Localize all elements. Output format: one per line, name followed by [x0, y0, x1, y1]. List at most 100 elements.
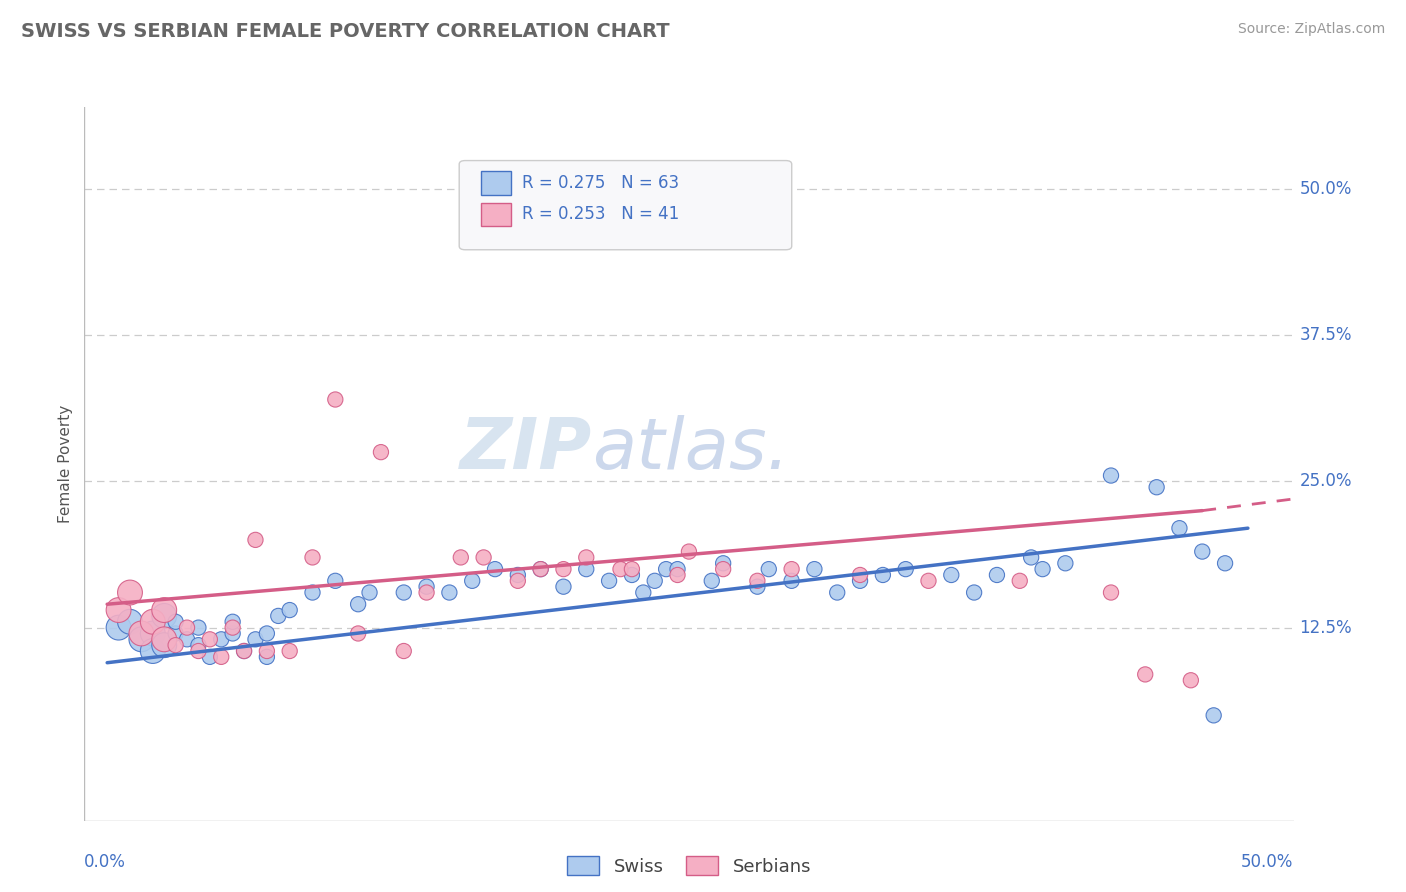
Point — [198, 649, 221, 664]
Point — [1168, 521, 1191, 535]
Point — [666, 568, 689, 582]
Point — [245, 533, 267, 547]
Point — [323, 392, 346, 407]
Point — [506, 574, 529, 588]
Point — [107, 603, 129, 617]
FancyBboxPatch shape — [481, 171, 512, 194]
Point — [620, 562, 643, 576]
Point — [153, 608, 176, 623]
Y-axis label: Female Poverty: Female Poverty — [58, 405, 73, 523]
Point — [176, 632, 198, 647]
Point — [278, 603, 301, 617]
Point — [131, 626, 153, 640]
Point — [142, 626, 165, 640]
Point — [633, 585, 655, 599]
Point — [392, 644, 415, 658]
Point — [461, 574, 484, 588]
Point — [209, 632, 232, 647]
Point — [747, 580, 769, 594]
Point — [506, 568, 529, 582]
Text: 12.5%: 12.5% — [1299, 619, 1353, 637]
Point — [666, 562, 689, 576]
Text: atlas.: atlas. — [592, 415, 790, 484]
FancyBboxPatch shape — [481, 202, 512, 227]
Point — [917, 574, 939, 588]
Point — [1008, 574, 1031, 588]
Point — [256, 649, 278, 664]
Point — [530, 562, 553, 576]
Text: Source: ZipAtlas.com: Source: ZipAtlas.com — [1237, 22, 1385, 37]
Point — [780, 562, 803, 576]
Point — [1213, 556, 1236, 570]
Point — [963, 585, 986, 599]
Point — [941, 568, 963, 582]
Legend: Swiss, Serbians: Swiss, Serbians — [560, 849, 818, 883]
Text: R = 0.275   N = 63: R = 0.275 N = 63 — [522, 174, 679, 192]
Point — [872, 568, 894, 582]
Point — [620, 568, 643, 582]
Point — [1019, 550, 1042, 565]
Point — [758, 562, 780, 576]
Point — [359, 585, 381, 599]
Point — [415, 585, 437, 599]
Point — [233, 644, 256, 658]
Point — [267, 608, 290, 623]
Text: R = 0.253   N = 41: R = 0.253 N = 41 — [522, 205, 679, 223]
Point — [553, 562, 575, 576]
Text: ZIP: ZIP — [460, 415, 592, 484]
Point — [450, 550, 472, 565]
Point — [644, 574, 666, 588]
Point — [165, 638, 187, 652]
Point — [221, 615, 243, 629]
Point — [107, 621, 129, 635]
Point — [245, 632, 267, 647]
Point — [894, 562, 917, 576]
Point — [209, 649, 232, 664]
Point — [655, 562, 678, 576]
FancyBboxPatch shape — [460, 161, 792, 250]
Text: 50.0%: 50.0% — [1241, 853, 1294, 871]
Point — [118, 615, 141, 629]
Point — [484, 562, 506, 576]
Point — [1146, 480, 1168, 494]
Text: SWISS VS SERBIAN FEMALE POVERTY CORRELATION CHART: SWISS VS SERBIAN FEMALE POVERTY CORRELAT… — [21, 22, 669, 41]
Point — [153, 638, 176, 652]
Point — [165, 615, 187, 629]
Text: 50.0%: 50.0% — [1299, 180, 1353, 198]
Point — [1191, 544, 1213, 558]
Point — [256, 626, 278, 640]
Point — [678, 544, 700, 558]
Point — [221, 621, 243, 635]
Point — [142, 644, 165, 658]
Point — [176, 621, 198, 635]
Point — [256, 644, 278, 658]
Point — [1135, 667, 1157, 681]
Point — [131, 632, 153, 647]
Point — [165, 626, 187, 640]
Point — [415, 580, 437, 594]
Point — [392, 585, 415, 599]
Point — [439, 585, 461, 599]
Point — [711, 562, 734, 576]
Point — [301, 585, 323, 599]
Text: 0.0%: 0.0% — [84, 853, 127, 871]
Point — [301, 550, 323, 565]
Point — [347, 626, 370, 640]
Point — [803, 562, 825, 576]
Point — [849, 568, 872, 582]
Point — [598, 574, 620, 588]
Point — [347, 597, 370, 611]
Point — [153, 632, 176, 647]
Point — [198, 632, 221, 647]
Point — [472, 550, 495, 565]
Point — [187, 644, 209, 658]
Point — [233, 644, 256, 658]
Point — [323, 574, 346, 588]
Text: 37.5%: 37.5% — [1299, 326, 1353, 344]
Point — [986, 568, 1008, 582]
Point — [370, 445, 392, 459]
Point — [1180, 673, 1202, 688]
Point — [1099, 468, 1122, 483]
Point — [1099, 585, 1122, 599]
Point — [153, 603, 176, 617]
